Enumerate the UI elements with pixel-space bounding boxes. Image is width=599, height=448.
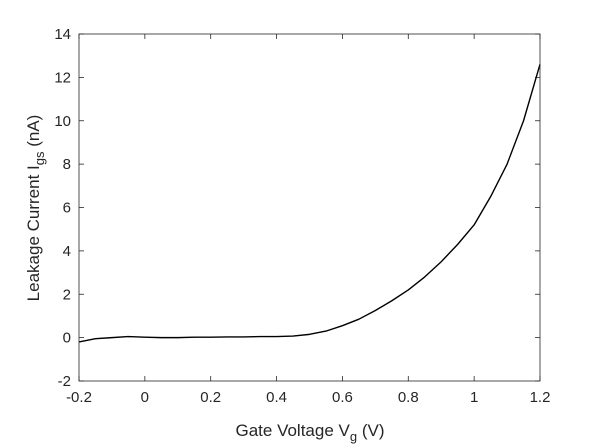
y-tick-label: 8 <box>63 156 71 173</box>
y-tick-label: 10 <box>54 113 71 130</box>
y-tick-labels: -2 0 2 4 6 8 10 12 14 <box>54 26 71 390</box>
x-tick-label: -0.2 <box>66 389 92 406</box>
y-axis-title-main: Leakage Current I <box>24 165 43 301</box>
x-axis-title-unit: (V) <box>357 421 384 440</box>
x-axis-title-main: Gate Voltage V <box>236 421 351 440</box>
x-tick-label: 0.4 <box>266 389 287 406</box>
y-axis-title-unit: (nA) <box>24 115 43 152</box>
y-axis-title-subscript: gs <box>32 151 47 165</box>
x-tick-label: 0.6 <box>332 389 353 406</box>
y-tick-label: 12 <box>54 69 71 86</box>
y-tick-label: 6 <box>63 200 71 217</box>
y-tick-label: 2 <box>63 286 71 303</box>
y-tick-label: 0 <box>63 330 71 347</box>
y-tick-label: 4 <box>63 243 71 260</box>
y-axis-title: Leakage Current Igs (nA) <box>24 115 47 302</box>
y-tick-label: -2 <box>58 373 71 390</box>
x-tick-label: 1 <box>470 389 478 406</box>
y-tick-label: 14 <box>54 26 71 43</box>
axes-box <box>78 33 541 382</box>
x-tick-label: 0.8 <box>398 389 419 406</box>
x-tick-label: 0.2 <box>200 389 221 406</box>
x-tick-labels: -0.2 0 0.2 0.4 0.6 0.8 1 1.2 <box>66 389 550 406</box>
x-axis-title-subscript: g <box>350 429 357 444</box>
x-tick-label: 0 <box>141 389 149 406</box>
series-line <box>78 64 541 343</box>
x-tick-label: 1.2 <box>530 389 551 406</box>
plot-background <box>79 34 540 381</box>
x-axis-title: Gate Voltage Vg (V) <box>236 421 385 444</box>
